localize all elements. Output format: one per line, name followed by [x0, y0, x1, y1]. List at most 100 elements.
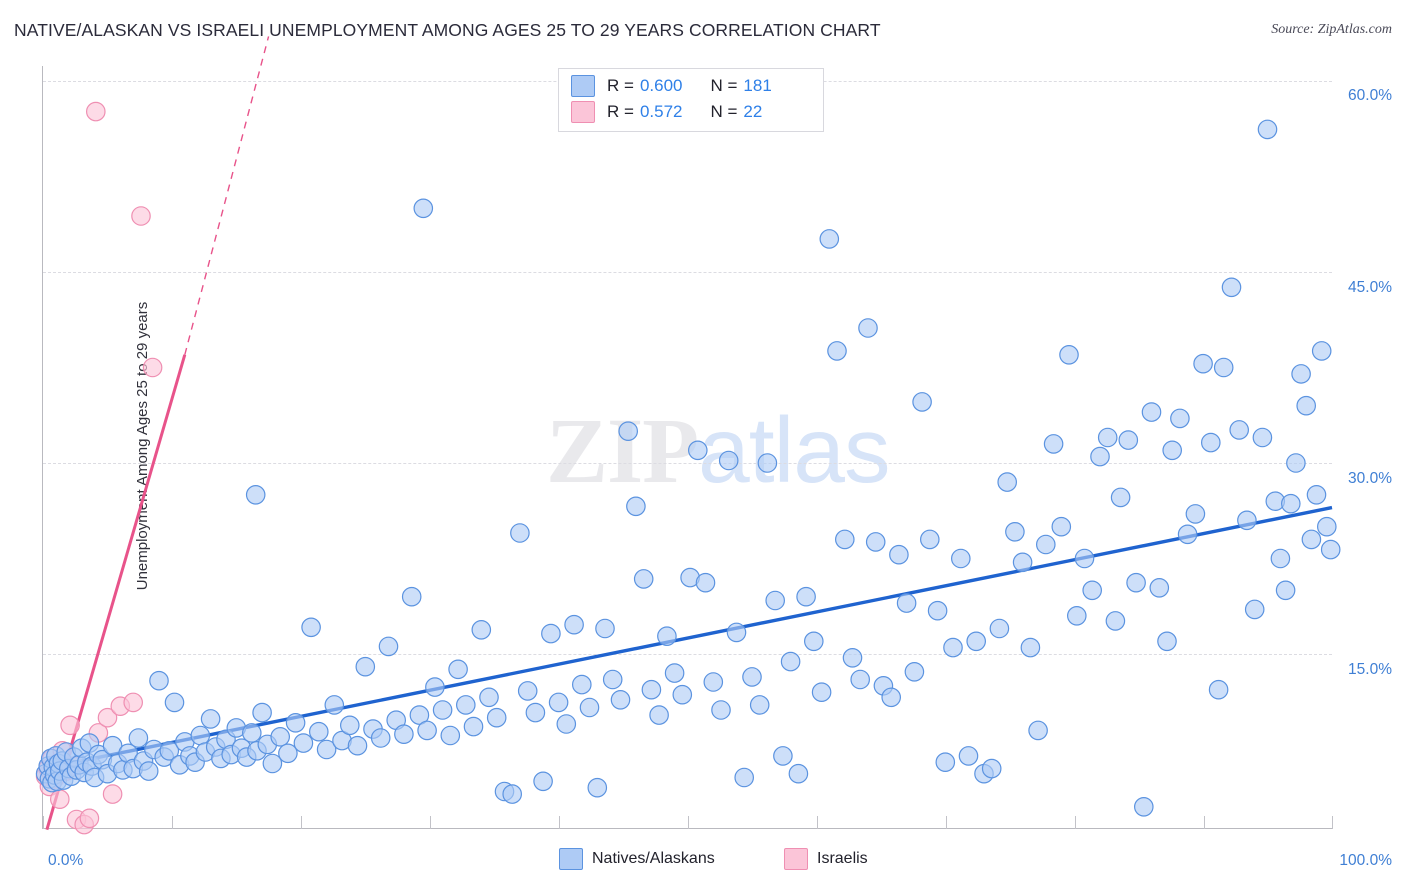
- gridline-15: [43, 654, 1332, 655]
- data-point: [285, 712, 306, 733]
- data-point: [1213, 357, 1234, 378]
- data-point: [1317, 516, 1337, 537]
- data-point: [757, 453, 778, 473]
- correlation-legend: R = 0.600 N = 181 R = 0.572 N = 22: [558, 68, 824, 132]
- data-point: [703, 672, 724, 692]
- data-point: [394, 724, 414, 744]
- bottom-legend-swatch-natives: [559, 848, 583, 870]
- y-tick-label-60: 60.0%: [1348, 87, 1392, 104]
- x-axis-line: [42, 828, 1333, 829]
- data-point: [595, 618, 615, 639]
- data-point: [1257, 119, 1278, 140]
- x-tick-5: [688, 816, 689, 829]
- x-tick-3: [430, 816, 431, 829]
- data-point: [1134, 796, 1154, 817]
- data-point: [1170, 408, 1190, 429]
- data-point: [102, 735, 123, 756]
- data-point: [1118, 430, 1139, 450]
- data-point: [896, 593, 917, 613]
- trendline-segment: [42, 505, 1333, 771]
- data-point: [711, 700, 731, 720]
- data-point: [618, 421, 638, 441]
- data-point: [128, 728, 149, 748]
- legend-r-value-natives: 0.600: [639, 76, 683, 95]
- x-tick-label-min: 0.0%: [48, 852, 84, 869]
- x-tick-2: [301, 816, 302, 829]
- data-point: [912, 392, 932, 412]
- data-point: [49, 789, 70, 809]
- legend-row-israelis: R = 0.572 N = 22: [571, 100, 762, 124]
- data-point: [159, 740, 180, 761]
- source-label: Source: ZipAtlas.com: [1271, 22, 1392, 37]
- gridline-45: [43, 272, 1332, 273]
- data-point: [1193, 353, 1213, 374]
- data-point: [687, 440, 708, 461]
- data-point: [571, 674, 592, 695]
- data-point: [1311, 341, 1332, 361]
- data-point: [1237, 510, 1257, 531]
- data-point: [1059, 344, 1079, 365]
- data-point: [842, 647, 863, 668]
- legend-r-label-natives: R =: [607, 76, 634, 95]
- data-point: [432, 700, 453, 720]
- data-point: [517, 681, 538, 701]
- israelis-points: [35, 101, 163, 835]
- data-point: [819, 229, 840, 249]
- x-tick-4: [559, 816, 560, 829]
- data-point: [486, 707, 507, 728]
- data-point: [927, 600, 948, 621]
- data-point: [1067, 605, 1087, 626]
- data-point: [525, 702, 546, 723]
- data-point: [1012, 552, 1033, 573]
- data-point: [1275, 580, 1296, 601]
- data-point: [780, 651, 801, 672]
- data-point: [1036, 534, 1056, 555]
- data-point: [339, 715, 360, 736]
- data-point: [270, 726, 290, 747]
- data-point: [943, 637, 963, 658]
- bottom-legend-israelis[interactable]: Israelis: [784, 848, 868, 870]
- data-point: [502, 784, 522, 804]
- legend-r-value-israelis: 0.572: [639, 102, 683, 121]
- y-tick-label-30: 30.0%: [1348, 470, 1392, 487]
- legend-r-label-israelis: R =: [607, 102, 634, 121]
- data-point: [649, 705, 669, 725]
- legend-n-value-israelis: 22: [743, 102, 763, 121]
- data-point: [1028, 720, 1048, 741]
- data-point: [1082, 580, 1102, 601]
- data-point: [479, 687, 499, 708]
- data-point: [409, 705, 430, 725]
- data-point: [889, 544, 909, 565]
- data-point: [1177, 524, 1198, 545]
- bottom-legend-label-natives: Natives/Alaskans: [592, 850, 715, 867]
- data-point: [1141, 402, 1162, 422]
- data-point: [471, 619, 492, 640]
- data-point: [448, 659, 468, 680]
- data-point: [803, 631, 824, 652]
- data-point: [726, 622, 747, 643]
- data-point: [788, 763, 809, 784]
- data-point: [881, 687, 901, 708]
- bottom-legend-swatch-israelis: [784, 848, 808, 870]
- bottom-legend-natives[interactable]: Natives/Alaskans: [559, 848, 715, 870]
- data-point: [633, 569, 654, 589]
- data-point: [401, 586, 422, 607]
- data-point: [1126, 572, 1146, 593]
- data-point: [347, 735, 368, 756]
- data-point: [1105, 611, 1126, 631]
- data-point: [579, 697, 600, 718]
- data-point: [958, 746, 979, 766]
- x-tick-0: [43, 816, 44, 829]
- legend-row-natives: R = 0.600 N = 181: [571, 74, 772, 98]
- legend-n-label-natives: N =: [710, 76, 738, 95]
- data-point: [773, 746, 793, 766]
- data-point: [657, 626, 677, 646]
- data-point: [164, 692, 185, 713]
- data-point: [1051, 516, 1072, 537]
- trendline-segment: [184, 36, 270, 355]
- data-point: [1097, 427, 1118, 448]
- legend-swatch-natives: [571, 75, 595, 97]
- data-point: [548, 692, 569, 713]
- x-tick-6: [817, 816, 818, 829]
- data-point: [142, 357, 163, 378]
